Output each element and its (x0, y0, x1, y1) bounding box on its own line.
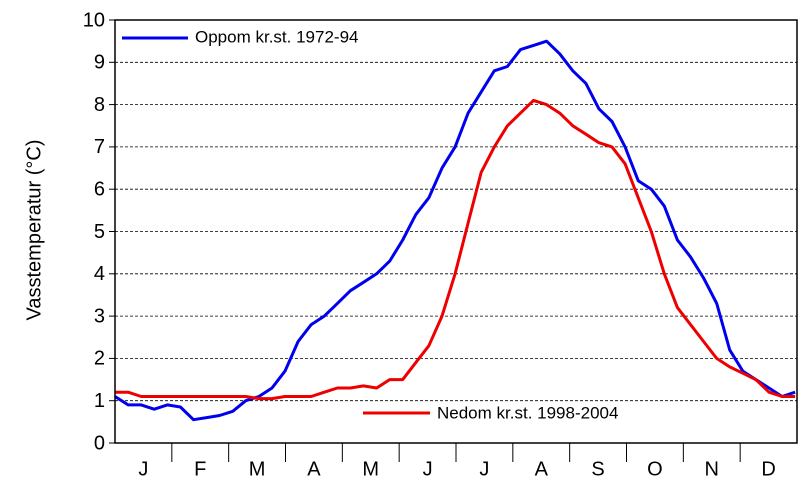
y-tick-label: 6 (94, 178, 105, 200)
x-tick-label: J (138, 458, 148, 480)
x-tick-label: F (194, 458, 206, 480)
x-tick-label: D (761, 458, 775, 480)
y-tick-label: 10 (83, 9, 105, 31)
x-tick-label: J (423, 458, 433, 480)
y-tick-label: 3 (94, 305, 105, 327)
y-tick-label: 9 (94, 52, 105, 74)
y-tick-label: 1 (94, 390, 105, 412)
legend-label: Oppom kr.st. 1972-94 (195, 27, 358, 46)
y-tick-label: 5 (94, 221, 105, 243)
plot: 0 1 2 3 4 5 6 7 8 9 10 J F M A M J J A S O N D (83, 9, 797, 480)
series-line (114, 39, 796, 422)
x-tick-label: J (479, 458, 489, 480)
y-tick-label: 7 (94, 136, 105, 158)
y-tick-label: 4 (94, 263, 105, 285)
x-tick-label: M (249, 458, 266, 480)
legend-label: Nedom kr.st. 1998-2004 (437, 403, 618, 422)
plot-frame (114, 19, 798, 444)
series-line (115, 98, 796, 401)
x-tick-label: O (647, 458, 663, 480)
x-tick-label: S (591, 458, 604, 480)
x-tick-label: M (362, 458, 379, 480)
x-tick-label: N (705, 458, 719, 480)
y-axis-label: Vasstemperatur (°C) (23, 139, 45, 320)
x-tick-label: A (307, 458, 321, 480)
y-tick-label: 8 (94, 94, 105, 116)
y-tick-label: 2 (94, 348, 105, 370)
x-tick-label: A (535, 458, 549, 480)
y-tick-label: 0 (94, 432, 105, 454)
